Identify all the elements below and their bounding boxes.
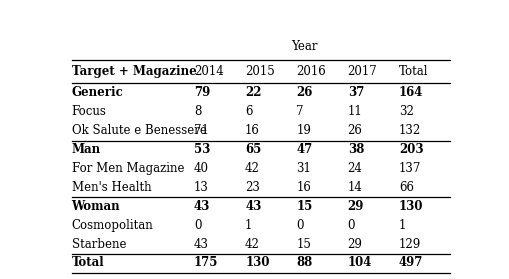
Text: Ok Salute e Benessere: Ok Salute e Benessere xyxy=(71,124,206,137)
Text: 71: 71 xyxy=(194,124,209,137)
Text: 1: 1 xyxy=(245,219,252,232)
Text: Focus: Focus xyxy=(71,105,106,119)
Text: 132: 132 xyxy=(399,124,421,137)
Text: Woman: Woman xyxy=(71,199,120,213)
Text: 2017: 2017 xyxy=(348,65,377,78)
Text: 47: 47 xyxy=(296,143,313,156)
Text: 16: 16 xyxy=(245,124,260,137)
Text: 129: 129 xyxy=(399,237,421,251)
Text: Cosmopolitan: Cosmopolitan xyxy=(71,219,153,232)
Text: Total: Total xyxy=(399,65,429,78)
Text: 16: 16 xyxy=(296,181,311,194)
Text: 2014: 2014 xyxy=(194,65,223,78)
Text: 137: 137 xyxy=(399,162,421,175)
Text: Men's Health: Men's Health xyxy=(71,181,151,194)
Text: 22: 22 xyxy=(245,86,262,99)
Text: For Men Magazine: For Men Magazine xyxy=(71,162,184,175)
Text: 8: 8 xyxy=(194,105,201,119)
Text: 79: 79 xyxy=(194,86,210,99)
Text: 29: 29 xyxy=(348,199,364,213)
Text: 19: 19 xyxy=(296,124,311,137)
Text: 7: 7 xyxy=(296,105,304,119)
Text: Total: Total xyxy=(71,256,104,269)
Text: 2015: 2015 xyxy=(245,65,275,78)
Text: 2016: 2016 xyxy=(296,65,326,78)
Text: 203: 203 xyxy=(399,143,423,156)
Text: 15: 15 xyxy=(296,237,311,251)
Text: 0: 0 xyxy=(194,219,201,232)
Text: 15: 15 xyxy=(296,199,313,213)
Text: Year: Year xyxy=(291,40,318,53)
Text: Starbene: Starbene xyxy=(71,237,126,251)
Text: Target + Magazine: Target + Magazine xyxy=(71,65,196,78)
Text: 0: 0 xyxy=(348,219,355,232)
Text: 66: 66 xyxy=(399,181,414,194)
Text: 14: 14 xyxy=(348,181,362,194)
Text: 23: 23 xyxy=(245,181,260,194)
Text: 104: 104 xyxy=(348,256,372,269)
Text: 37: 37 xyxy=(348,86,364,99)
Text: 175: 175 xyxy=(194,256,218,269)
Text: 42: 42 xyxy=(245,162,260,175)
Text: 24: 24 xyxy=(348,162,362,175)
Text: 43: 43 xyxy=(194,237,209,251)
Text: 164: 164 xyxy=(399,86,423,99)
Text: 65: 65 xyxy=(245,143,261,156)
Text: Generic: Generic xyxy=(71,86,123,99)
Text: 26: 26 xyxy=(296,86,313,99)
Text: 130: 130 xyxy=(399,199,423,213)
Text: 43: 43 xyxy=(245,199,262,213)
Text: 42: 42 xyxy=(245,237,260,251)
Text: 40: 40 xyxy=(194,162,209,175)
Text: 1: 1 xyxy=(399,219,406,232)
Text: 13: 13 xyxy=(194,181,209,194)
Text: 26: 26 xyxy=(348,124,362,137)
Text: 31: 31 xyxy=(296,162,311,175)
Text: 88: 88 xyxy=(296,256,313,269)
Text: 29: 29 xyxy=(348,237,362,251)
Text: 38: 38 xyxy=(348,143,364,156)
Text: 32: 32 xyxy=(399,105,414,119)
Text: 497: 497 xyxy=(399,256,423,269)
Text: Man: Man xyxy=(71,143,101,156)
Text: 0: 0 xyxy=(296,219,304,232)
Text: 6: 6 xyxy=(245,105,252,119)
Text: 53: 53 xyxy=(194,143,210,156)
Text: 130: 130 xyxy=(245,256,270,269)
Text: 11: 11 xyxy=(348,105,362,119)
Text: 43: 43 xyxy=(194,199,210,213)
